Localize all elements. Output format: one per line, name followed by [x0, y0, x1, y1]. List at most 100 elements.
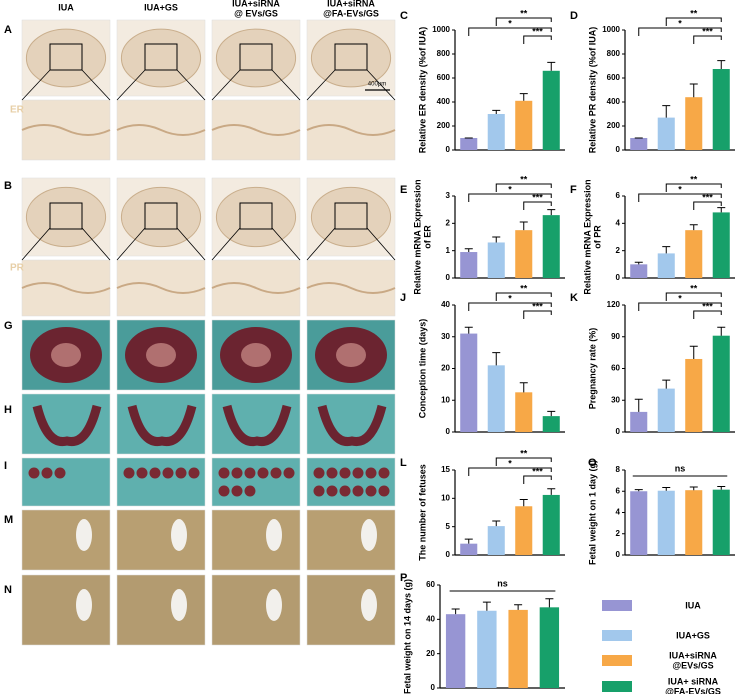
sig-bracket — [693, 310, 722, 319]
column-header: IUA+GS — [144, 2, 178, 12]
photo — [116, 509, 206, 571]
y-tick-label: 6 — [616, 486, 621, 495]
error-bar — [689, 486, 698, 491]
sig-bracket — [468, 27, 552, 36]
fetus — [352, 485, 364, 497]
y-tick-label: 0 — [446, 273, 451, 282]
error-bar — [662, 379, 671, 389]
error-bar — [717, 60, 726, 69]
fetus — [136, 467, 148, 479]
error-bar — [717, 485, 726, 490]
panel-letter: N — [4, 584, 12, 596]
connector — [211, 69, 241, 101]
photo — [21, 457, 111, 507]
connector — [366, 69, 396, 101]
connector — [366, 227, 396, 261]
sig-bracket — [638, 302, 722, 311]
connector — [81, 227, 111, 261]
y-tick-label: 5 — [446, 522, 451, 531]
sig-label: ** — [520, 174, 528, 184]
bar — [515, 230, 533, 278]
error-bar — [717, 326, 726, 336]
texture — [116, 282, 206, 294]
stain-label: PR — [10, 263, 25, 274]
y-tick-label: 0 — [446, 550, 451, 559]
bar — [712, 212, 730, 278]
panel-letter: O — [588, 457, 597, 469]
error-bar — [689, 345, 698, 359]
error-bar — [492, 352, 501, 366]
photo — [116, 574, 206, 646]
bar — [630, 138, 648, 150]
y-axis-label: Relative mRNA Expression — [412, 179, 422, 294]
photo — [211, 457, 301, 507]
error-bar — [519, 93, 528, 101]
fetus — [365, 485, 377, 497]
bar — [460, 543, 478, 555]
fetus — [270, 467, 282, 479]
sig-label: * — [678, 293, 682, 303]
legend-label: IUA+GS — [676, 630, 710, 640]
error-bar — [662, 105, 671, 118]
error-bar — [634, 261, 643, 265]
fetus — [41, 467, 53, 479]
error-bar — [451, 608, 460, 615]
y-tick-label: 10 — [441, 395, 450, 404]
horn — [32, 404, 102, 447]
error-bar — [519, 382, 528, 393]
error-bar — [464, 248, 473, 253]
y-axis-label: Pregnancy rate (%) — [587, 328, 597, 410]
bar — [487, 365, 505, 432]
y-axis-label: of ER — [422, 225, 432, 249]
horn — [222, 404, 292, 447]
sig-bracket — [693, 201, 722, 210]
y-tick-label: 400 — [437, 97, 451, 106]
connector — [271, 227, 301, 261]
panel-letter: G — [4, 320, 13, 332]
horn — [317, 404, 387, 447]
bar — [508, 609, 528, 688]
panel-letter: F — [570, 184, 577, 196]
y-axis-label: of PR — [592, 225, 602, 249]
y-tick-label: 1 — [446, 246, 451, 255]
bar — [487, 114, 505, 150]
rat — [76, 519, 92, 551]
bar — [515, 100, 533, 150]
y-tick-label: 0 — [431, 683, 436, 692]
panel-letter: L — [400, 457, 407, 469]
y-tick-label: 0 — [446, 145, 451, 154]
y-tick-label: 15 — [441, 465, 450, 474]
connector — [116, 69, 146, 101]
y-tick-label: 0 — [616, 273, 621, 282]
legend-swatch — [602, 600, 632, 611]
fetus — [326, 485, 338, 497]
panel-letter: C — [400, 10, 408, 22]
sig-label: *** — [702, 26, 713, 36]
sig-label: * — [678, 18, 682, 28]
y-tick-label: 3 — [446, 191, 451, 200]
rat — [361, 519, 377, 551]
error-bar — [547, 209, 556, 216]
panel-letter: H — [4, 404, 12, 416]
sig-label: *** — [702, 301, 713, 311]
column-header: IUA+siRNA — [232, 0, 280, 8]
y-tick-label: 0 — [616, 427, 621, 436]
photo — [21, 574, 111, 646]
connector — [211, 227, 241, 261]
rat — [361, 589, 377, 621]
sig-label: ns — [675, 463, 686, 473]
legend-label: IUA+siRNA — [669, 650, 717, 660]
texture — [211, 282, 301, 294]
panel-letter: J — [400, 292, 406, 304]
error-bar — [519, 498, 528, 507]
error-bar — [464, 326, 473, 334]
y-axis-label: Relative PR density (%of IUA) — [587, 27, 597, 154]
sig-label: ** — [690, 283, 698, 293]
error-bar — [717, 207, 726, 213]
y-tick-label: 1000 — [432, 25, 450, 34]
panel-letter: K — [570, 292, 578, 304]
error-bar — [464, 538, 473, 544]
fetus — [378, 485, 390, 497]
texture — [306, 282, 396, 294]
